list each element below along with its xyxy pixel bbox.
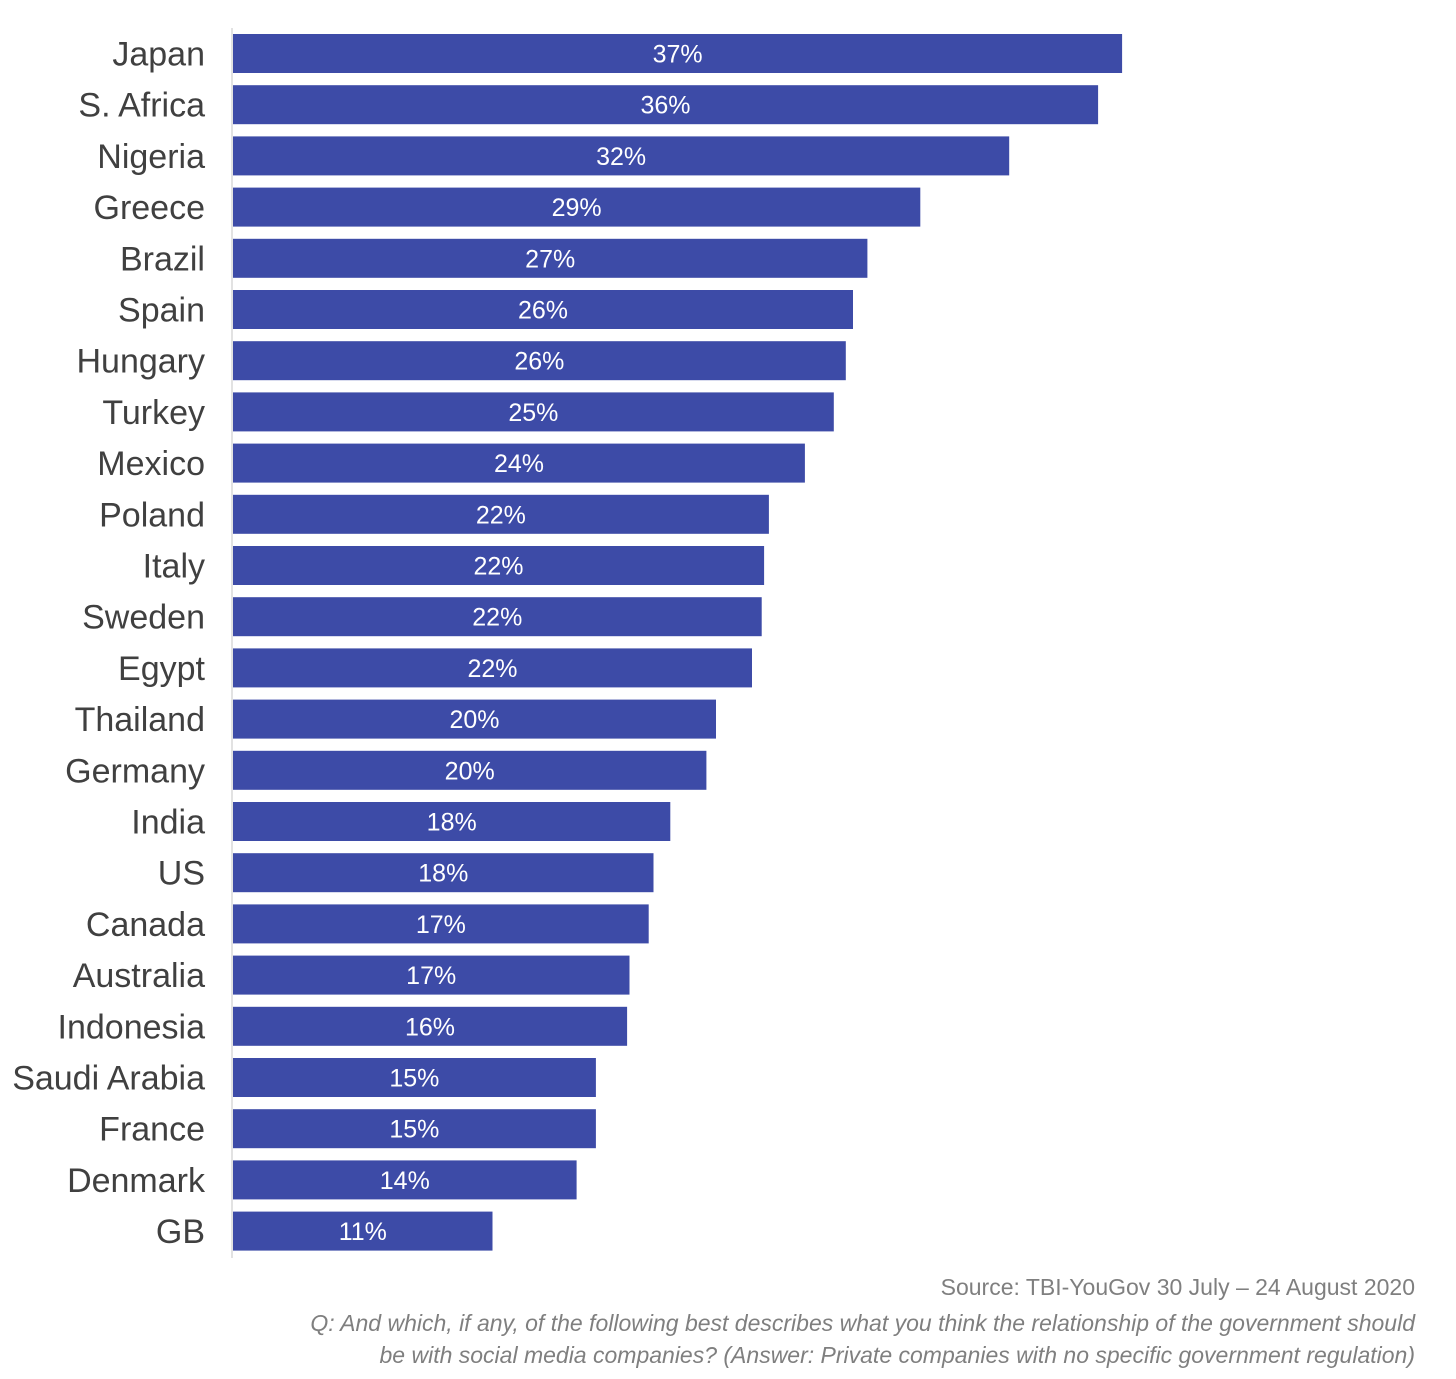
bar-italy (233, 546, 765, 585)
category-label-hungary: Hungary (76, 343, 205, 381)
value-label-thailand: 20% (449, 706, 499, 734)
value-label-italy: 22% (473, 553, 523, 581)
category-label-australia: Australia (73, 957, 205, 995)
bars-group (233, 34, 1123, 1251)
value-label-gb: 11% (339, 1218, 387, 1246)
bar-indonesia (233, 1006, 628, 1046)
category-label-denmark: Denmark (67, 1162, 206, 1200)
category-label-india: India (131, 804, 205, 842)
category-label-france: France (99, 1111, 205, 1149)
value-label-brazil: 27% (525, 245, 575, 273)
category-label-indonesia: Indonesia (58, 1008, 206, 1046)
category-label-brazil: Brazil (120, 240, 205, 278)
bar-sweden (233, 597, 762, 637)
value-label-spain: 26% (518, 297, 568, 325)
category-label-sweden: Sweden (82, 599, 205, 637)
category-label-gb: GB (156, 1213, 205, 1251)
category-label-japan: Japan (112, 36, 205, 74)
value-label-nigeria: 32% (596, 143, 646, 171)
category-label-mexico: Mexico (97, 445, 205, 483)
category-label-spain: Spain (118, 292, 205, 330)
value-label-australia: 17% (406, 962, 456, 990)
value-labels-group: 37% 36% 32% 29% 27% 26% 26% 25% 24% 22% 22% 22% 22% 2… (339, 41, 703, 1247)
value-label-us: 18% (418, 860, 468, 888)
bar-turkey (233, 392, 834, 432)
category-label-egypt: Egypt (118, 650, 205, 688)
bar-gb (233, 1211, 493, 1251)
category-label-nigeria: Nigeria (97, 138, 205, 176)
bar-s-africa (233, 85, 1099, 125)
bar-india (233, 802, 671, 841)
bar-spain (233, 290, 853, 329)
category-label-thailand: Thailand (75, 701, 205, 739)
category-label-s-africa: S. Africa (78, 87, 205, 125)
category-label-italy: Italy (143, 548, 205, 586)
bar-france (233, 1109, 596, 1149)
category-label-greece: Greece (94, 189, 206, 227)
bar-japan (233, 34, 1123, 73)
value-label-poland: 22% (476, 501, 526, 529)
category-label-turkey: Turkey (102, 394, 205, 432)
value-label-sweden: 22% (472, 604, 522, 632)
value-label-mexico: 24% (494, 450, 544, 478)
value-label-indonesia: 16% (405, 1013, 455, 1041)
bar-greece (233, 187, 921, 227)
question-note: Q: And which, if any, of the following b… (255, 1307, 1415, 1371)
category-label-us: US (158, 855, 205, 893)
bar-poland (233, 494, 769, 534)
category-labels-group: Japan S. Africa Nigeria Greece Brazil Spain Hu… (12, 36, 206, 1252)
category-label-poland: Poland (99, 496, 205, 534)
value-label-germany: 20% (445, 757, 495, 785)
value-label-saudi-arabia: 15% (389, 1065, 439, 1093)
value-label-denmark: 14% (380, 1167, 430, 1195)
bar-canada (233, 904, 649, 944)
value-label-greece: 29% (552, 194, 602, 222)
bar-egypt (233, 648, 752, 688)
bar-thailand (233, 699, 716, 739)
value-label-turkey: 25% (508, 399, 558, 427)
value-label-india: 18% (427, 809, 477, 837)
question-line-1: Q: And which, if any, of the following b… (310, 1310, 1415, 1336)
bar-us (233, 853, 654, 893)
value-label-canada: 17% (416, 911, 466, 939)
value-label-japan: 37% (653, 41, 703, 69)
value-label-france: 15% (389, 1116, 439, 1144)
source-note: Source: TBI-YouGov 30 July – 24 August 2… (940, 1274, 1415, 1300)
bar-mexico (233, 443, 805, 483)
bar-chart: 37% 36% 32% 29% 27% 26% 26% 25% 24% 22% 22% 22% 22% 2… (12, 28, 1123, 1258)
category-label-germany: Germany (65, 752, 205, 790)
value-label-hungary: 26% (514, 348, 564, 376)
bar-saudi-arabia (233, 1058, 596, 1097)
bar-nigeria (233, 136, 1010, 176)
question-line-2: be with social media companies? (Answer:… (379, 1342, 1416, 1368)
bar-australia (233, 955, 630, 995)
value-label-egypt: 22% (467, 655, 517, 683)
bar-denmark (233, 1160, 577, 1200)
category-label-saudi-arabia: Saudi Arabia (12, 1060, 205, 1098)
value-label-s-africa: 36% (640, 92, 690, 120)
bar-hungary (233, 341, 846, 381)
category-label-canada: Canada (86, 906, 205, 944)
bar-germany (233, 750, 707, 790)
bar-brazil (233, 238, 868, 278)
